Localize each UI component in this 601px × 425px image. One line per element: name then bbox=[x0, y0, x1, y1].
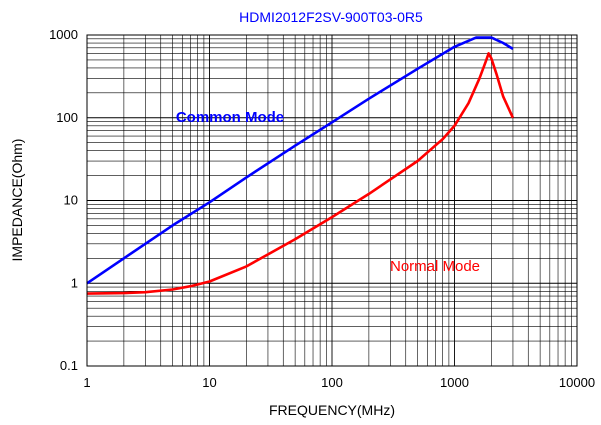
x-tick-label: 1 bbox=[83, 375, 90, 390]
x-tick-label: 10000 bbox=[559, 375, 595, 390]
x-tick-label: 100 bbox=[321, 375, 343, 390]
x-tick-label: 10 bbox=[202, 375, 216, 390]
x-tick-labels: 1 10 100 1000 10000 bbox=[83, 375, 595, 390]
y-tick-label: 0.1 bbox=[60, 358, 78, 373]
series-normal-mode-line bbox=[86, 52, 515, 295]
y-tick-label: 1 bbox=[71, 275, 78, 290]
y-tick-label: 1000 bbox=[49, 27, 78, 42]
x-tick-label: 1000 bbox=[440, 375, 469, 390]
plot-frame bbox=[86, 34, 578, 367]
common-mode-label: Common Mode bbox=[176, 109, 284, 126]
normal-mode-label: Normal Mode bbox=[390, 258, 480, 275]
y-tick-label: 100 bbox=[56, 110, 78, 125]
plot-lines bbox=[86, 36, 515, 295]
y-tick-label: 10 bbox=[64, 193, 78, 208]
x-axis-title: FREQUENCY(MHz) bbox=[269, 402, 395, 418]
y-tick-labels: 0.1 1 10 100 1000 bbox=[49, 27, 78, 373]
grid bbox=[86, 35, 577, 367]
series-common-mode-line bbox=[86, 36, 514, 285]
y-axis-title: IMPEDANCE(Ohm) bbox=[9, 139, 25, 262]
chart-title: HDMI2012F2SV-900T03-0R5 bbox=[239, 9, 423, 25]
